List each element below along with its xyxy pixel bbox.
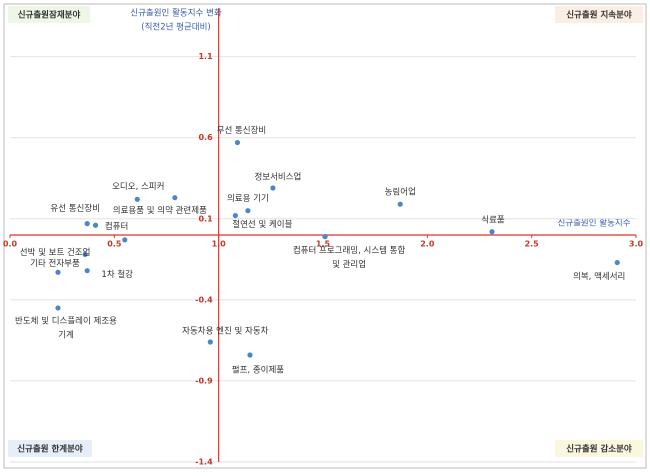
point — [247, 352, 253, 358]
point — [122, 237, 128, 243]
point-label: 및 관리업 — [332, 259, 366, 270]
point — [245, 208, 251, 214]
y-axis-title: (직전2년 평균대비) — [141, 22, 210, 33]
x-tick-label: 1.5 — [316, 240, 331, 249]
quadrant-label: 신규출원잠재분야 — [18, 10, 81, 21]
point — [82, 251, 88, 258]
point-label: 기계 — [58, 329, 74, 340]
point-label: 기타 전자부품 — [30, 258, 80, 269]
point — [614, 259, 620, 266]
y-tick-label: -0.9 — [195, 376, 213, 385]
point-label: 의복, 액세서리 — [573, 271, 625, 282]
y-tick-label: 0.6 — [198, 133, 213, 142]
point — [234, 139, 241, 146]
y-tick-label: 0.1 — [198, 214, 213, 223]
point — [134, 196, 140, 202]
quad-bg — [8, 440, 92, 457]
point-label: 의료용 기기 — [227, 193, 269, 204]
point-label: 무선 통신장비 — [217, 125, 267, 136]
x-axis-title: 신규출원인 활동지수 — [557, 218, 630, 229]
point — [84, 221, 90, 227]
point-label: 컴퓨터 — [105, 221, 128, 232]
point-label: 선박 및 보트 건조업 — [20, 247, 91, 258]
point — [232, 212, 238, 219]
point — [55, 269, 61, 275]
point-label: 자동차용 엔진 및 자동차 — [182, 326, 268, 337]
y-tick-label: -1.4 — [195, 458, 213, 467]
point — [489, 229, 495, 235]
x-tick-label: 3.0 — [629, 240, 644, 249]
quad-bg — [555, 6, 643, 23]
point-label: 컴퓨터 프로그래밍, 시스템 통합 — [293, 245, 406, 256]
quad-bg — [8, 6, 90, 23]
point — [84, 268, 90, 274]
point — [270, 185, 276, 191]
x-tick-label: 0.5 — [107, 240, 122, 249]
quad-bg — [555, 440, 643, 457]
point — [207, 339, 213, 345]
point-label: 1차 철강 — [101, 269, 133, 280]
y-axis-title: 신규출원인 활동지수 변화 — [130, 8, 222, 19]
point-label: 정보서비스업 — [254, 171, 301, 182]
point-label: 반도체 및 디스플레이 제조용 — [15, 315, 117, 326]
point — [55, 305, 61, 311]
y-tick-label: 1.1 — [198, 52, 213, 61]
x-tick-label: 2.5 — [525, 240, 540, 249]
point — [322, 234, 328, 240]
point-label: 절연선 및 케이블 — [232, 219, 292, 230]
frame — [3, 3, 647, 469]
point-label: 농림어업 — [385, 187, 416, 198]
quadrant-label: 신규출원 지속분야 — [566, 10, 632, 21]
point-label: 오디오, 스피커 — [112, 182, 164, 192]
quadrant-label: 신규출원 한계분야 — [17, 444, 83, 455]
point — [172, 195, 178, 201]
x-tick-label: 2.0 — [420, 240, 435, 249]
point — [397, 201, 403, 207]
x-tick-label: 0.0 — [3, 240, 18, 249]
point — [92, 222, 99, 228]
point-label: 의료용품 및 의약 관련제품 — [113, 205, 207, 216]
y-tick-label: -0.4 — [195, 295, 213, 304]
x-tick-label: 1.0 — [212, 240, 227, 249]
point-label: 펄프, 종이제품 — [232, 364, 285, 375]
quadrant-label: 신규출원 감소분야 — [566, 444, 632, 455]
point-label: 식료품 — [481, 215, 505, 225]
point-label: 유선 통신장비 — [50, 203, 100, 214]
